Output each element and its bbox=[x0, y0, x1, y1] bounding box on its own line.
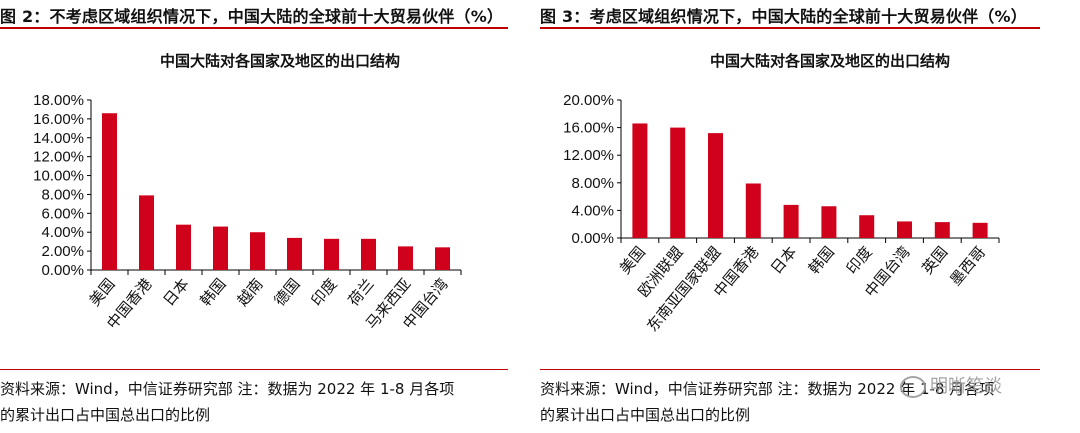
left-source-line-1: 资料来源：Wind，中信证券研究部 注：数据为 2022 年 1-8 月各项 bbox=[0, 380, 455, 398]
bar-3 bbox=[708, 133, 723, 238]
right-title-rule bbox=[540, 27, 1040, 29]
x-tick-label: 德国 bbox=[270, 275, 303, 310]
bar-8 bbox=[361, 238, 376, 270]
bar-10 bbox=[435, 247, 450, 270]
y-tick-label: 0.00% bbox=[571, 230, 614, 247]
x-tick-label: 印度 bbox=[843, 243, 876, 278]
y-tick-label: 4.00% bbox=[41, 224, 84, 241]
bar-10 bbox=[972, 222, 988, 238]
y-tick-label: 8.00% bbox=[41, 186, 84, 203]
right-bar-chart: 0.00%4.00%8.00%12.00%16.00%20.00%美国欧洲联盟东… bbox=[563, 92, 1000, 335]
x-tick-label: 日本 bbox=[159, 275, 192, 310]
x-tick-label: 韩国 bbox=[196, 275, 229, 310]
y-tick-label: 20.00% bbox=[563, 92, 614, 109]
left-title-rule bbox=[0, 27, 508, 29]
right-chart-title: 中国大陆对各国家及地区的出口结构 bbox=[709, 52, 950, 70]
x-tick-label: 荷兰 bbox=[344, 275, 377, 310]
y-tick-label: 16.00% bbox=[563, 120, 614, 137]
y-tick-label: 0.00% bbox=[41, 262, 84, 279]
left-source-note: 资料来源：Wind，中信证券研究部 注：数据为 2022 年 1-8 月各项 的… bbox=[0, 376, 454, 428]
bar-6 bbox=[287, 237, 302, 270]
bar-2 bbox=[139, 195, 154, 270]
bar-7 bbox=[859, 215, 875, 238]
right-bottom-rule bbox=[540, 369, 1040, 370]
y-tick-label: 6.00% bbox=[41, 205, 84, 222]
watermark-text: 明晰笔谈 bbox=[930, 376, 1002, 397]
x-tick-label: 墨西哥 bbox=[946, 243, 989, 289]
right-figure-title: 图 3：考虑区域组织情况下，中国大陆的全球前十大贸易伙伴（%） bbox=[540, 7, 1027, 26]
left-figure-title: 图 2：不考虑区域组织情况下，中国大陆的全球前十大贸易伙伴（%） bbox=[0, 7, 504, 26]
left-bar-chart: 0.00% 2.00% 4.00% 6.00% 8.00%10.00% 12.00% 14.… bbox=[33, 92, 462, 333]
left-figure-panel: 图 2：不考虑区域组织情况下，中国大陆的全球前十大贸易伙伴（%） 中国大陆对各国… bbox=[0, 0, 520, 433]
x-tick-label: 日本 bbox=[767, 243, 800, 278]
bar-5 bbox=[783, 204, 799, 238]
y-tick-label: 8.00% bbox=[571, 175, 614, 192]
right-source-line-2: 的累计出口占中国总出口的比例 bbox=[540, 406, 751, 424]
y-tick-label: 10.00% bbox=[33, 168, 84, 185]
y-tick-label: 16.00% bbox=[33, 111, 84, 128]
bar-7 bbox=[324, 238, 339, 270]
left-chart-title: 中国大陆对各国家及地区的出口结构 bbox=[159, 52, 400, 70]
right-figure-panel: 图 3：考虑区域组织情况下，中国大陆的全球前十大贸易伙伴（%） 中国大陆对各国家… bbox=[540, 0, 1080, 433]
x-tick-label: 美国 bbox=[616, 243, 649, 278]
bar-5 bbox=[250, 232, 265, 270]
x-tick-label: 越南 bbox=[233, 275, 266, 310]
bar-2 bbox=[670, 127, 686, 238]
bar-4 bbox=[213, 226, 228, 270]
wechat-icon bbox=[900, 376, 926, 398]
y-tick-label: 14.00% bbox=[33, 130, 84, 147]
x-tick-label: 韩国 bbox=[805, 243, 838, 278]
bar-9 bbox=[934, 222, 950, 238]
x-tick-label: 英国 bbox=[918, 243, 951, 278]
left-source-line-2: 的累计出口占中国总出口的比例 bbox=[0, 406, 211, 424]
right-source-line-1: 资料来源：Wind，中信证券研究部 注：数据为 2022 年 1-8 月各项 bbox=[540, 380, 995, 398]
y-tick-label: 12.00% bbox=[33, 149, 84, 166]
y-tick-label: 18.00% bbox=[33, 92, 84, 109]
right-source-note: 资料来源：Wind，中信证券研究部 注：数据为 2022 年 1-8 月各项 的… bbox=[540, 376, 994, 428]
bar-6 bbox=[821, 206, 837, 238]
y-tick-label: 12.00% bbox=[563, 147, 614, 164]
bar-3 bbox=[176, 224, 191, 270]
bar-9 bbox=[398, 246, 413, 270]
bar-4 bbox=[745, 183, 761, 238]
y-tick-label: 4.00% bbox=[571, 202, 614, 219]
bar-1 bbox=[632, 123, 648, 238]
bar-1 bbox=[102, 113, 117, 270]
bar-8 bbox=[897, 221, 912, 238]
left-bottom-rule bbox=[0, 369, 508, 370]
x-tick-label: 美国 bbox=[85, 275, 118, 310]
x-tick-label: 印度 bbox=[307, 275, 340, 310]
y-tick-label: 2.00% bbox=[41, 243, 84, 260]
watermark: 明晰笔谈 bbox=[900, 372, 1002, 398]
